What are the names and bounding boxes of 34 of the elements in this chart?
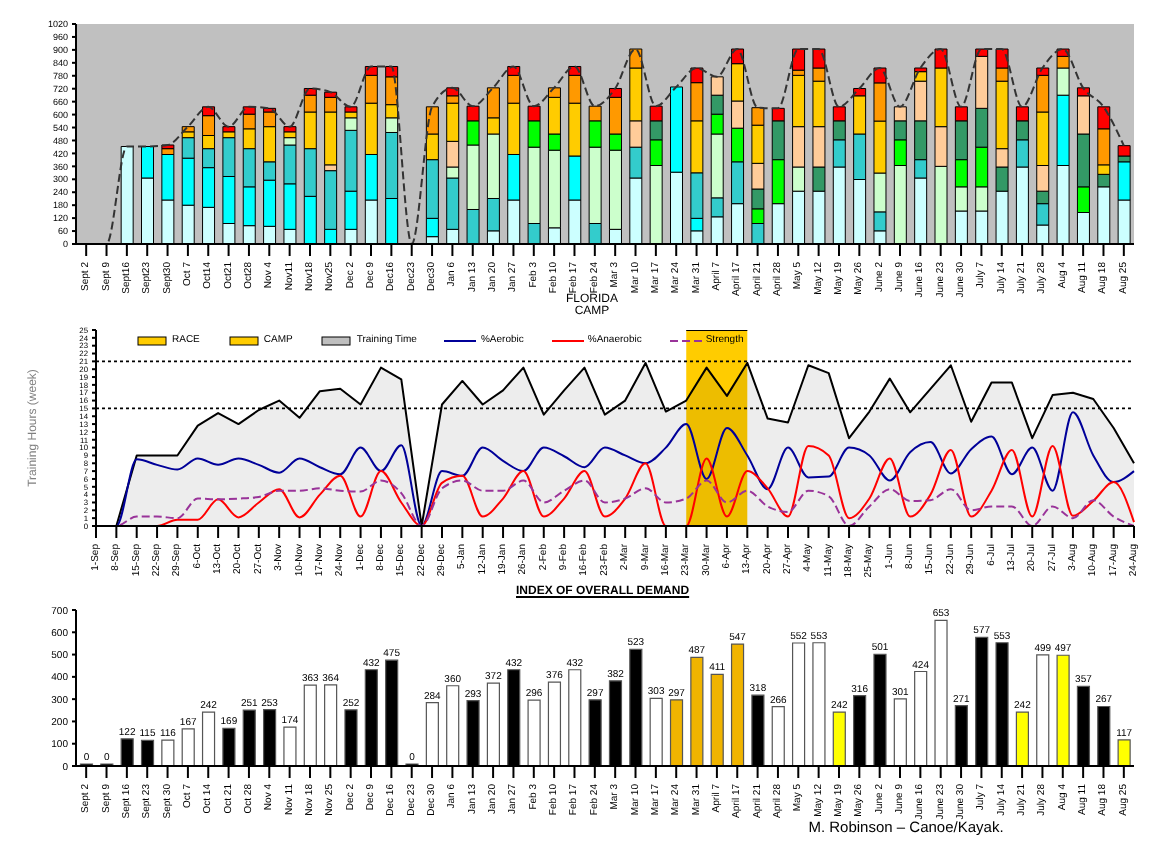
bar <box>914 670 928 766</box>
bar <box>710 673 724 766</box>
bar <box>446 685 460 766</box>
bar <box>893 698 907 766</box>
bar <box>730 643 745 766</box>
bar <box>161 739 175 766</box>
bar <box>934 619 948 766</box>
bar <box>222 126 236 133</box>
bar <box>283 726 297 766</box>
bar <box>1117 739 1131 766</box>
bar <box>486 682 500 766</box>
bar <box>283 131 297 139</box>
bar <box>792 48 806 71</box>
bar <box>1117 145 1131 157</box>
bar <box>324 684 338 766</box>
bar <box>649 697 663 766</box>
bar <box>771 706 785 766</box>
bar <box>669 699 684 766</box>
bar <box>283 126 297 133</box>
bar <box>181 728 195 766</box>
bar <box>1015 711 1029 766</box>
bar <box>201 711 216 766</box>
bar <box>690 656 704 766</box>
bar <box>832 711 846 766</box>
bar <box>303 684 317 766</box>
bar <box>425 702 439 766</box>
bar <box>344 106 358 113</box>
bar <box>812 642 826 766</box>
bar <box>1036 654 1050 766</box>
bar <box>527 699 541 766</box>
bar <box>568 669 582 766</box>
bar <box>1056 654 1070 766</box>
bar <box>547 681 562 766</box>
bar <box>791 642 806 766</box>
